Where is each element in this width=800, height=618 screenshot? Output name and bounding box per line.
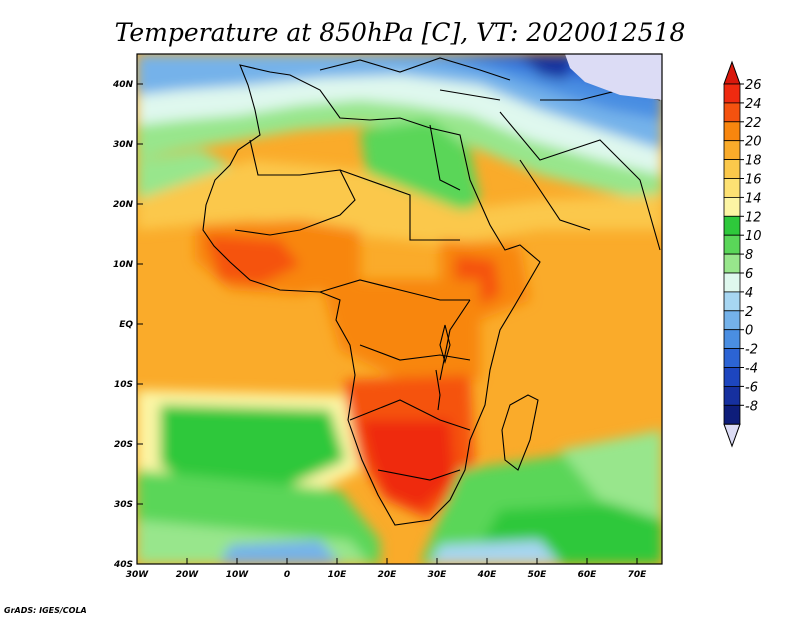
colorbar-top-arrow [723,60,741,85]
colorbar-swatch [723,196,741,217]
colorbar-swatch [723,83,741,104]
x-tick-label: 50E [528,570,548,580]
colorbar-swatch [723,272,741,293]
y-tick-label: 20S [114,440,133,450]
plot-frame [136,53,663,565]
x-tick-label: 0 [284,570,290,580]
colorbar-label: -6 [745,380,758,395]
x-tick-label: 40E [477,570,498,580]
colorbar-label: 2 [745,305,753,320]
colorbar-swatch [723,291,741,312]
y-tick-label: 30S [114,500,133,510]
colorbar-swatch [723,348,741,368]
colorbar-label: -2 [745,343,758,358]
colorbar-swatch [723,253,741,274]
colorbar-label: 0 [745,324,753,339]
colorbar-label: 22 [745,116,762,131]
colorbar-swatch [723,159,741,179]
colorbar-swatch [723,329,741,350]
colorbar-label: -4 [745,362,758,377]
y-tick-label: 10S [114,380,133,390]
x-tick-label: 10E [328,570,348,580]
colorbar-swatch [723,310,741,331]
colorbar-swatch [723,385,741,406]
colorbar-swatch [723,102,741,123]
x-tick-label: 20E [378,570,398,580]
x-tick-label: 70E [628,570,648,580]
grads-credit: GrADS: IGES/COLA [4,606,87,615]
colorbar-swatch [723,367,741,387]
colorbar-label: 8 [745,248,753,263]
colorbar-label: 26 [745,78,762,93]
colorbar-swatch [723,404,741,425]
colorbar-label: 10 [745,229,762,244]
colorbar-swatch [723,234,741,255]
colorbar-label: 14 [745,191,762,206]
map-title: Temperature at 850hPa [C], VT: 202001251… [115,18,686,47]
y-tick-label: 10N [113,260,134,270]
colorbar-swatch [723,121,741,142]
x-tick-label: 30W [126,570,150,580]
colorbar-label: 6 [745,267,753,282]
y-tick-label: 20N [113,200,134,210]
colorbar-label: 24 [745,97,762,112]
missing-data-region [565,54,662,100]
x-tick-label: 10W [226,570,250,580]
x-tick-label: 30E [428,570,448,580]
colorbar-swatch [723,178,741,198]
colorbar-label: -8 [745,399,758,414]
y-tick-label: 30N [113,140,134,150]
y-tick-label: 40N [112,80,134,90]
colorbar-swatch [723,215,741,236]
y-tick-label: 40S [113,560,133,570]
colorbar-bottom-arrow [723,423,741,448]
coastline-outline [202,57,661,526]
x-tick-label: 60E [578,570,598,580]
colorbar-label: 18 [745,154,762,169]
colorbar-label: 12 [745,210,762,225]
temperature-field [137,54,662,564]
colorbar-label: 16 [745,173,762,188]
colorbar-label: 20 [745,135,762,150]
colorbar-swatch [723,140,741,160]
y-tick-label: EQ [119,320,133,330]
x-tick-label: 20W [176,570,200,580]
colorbar-label: 4 [745,286,753,301]
